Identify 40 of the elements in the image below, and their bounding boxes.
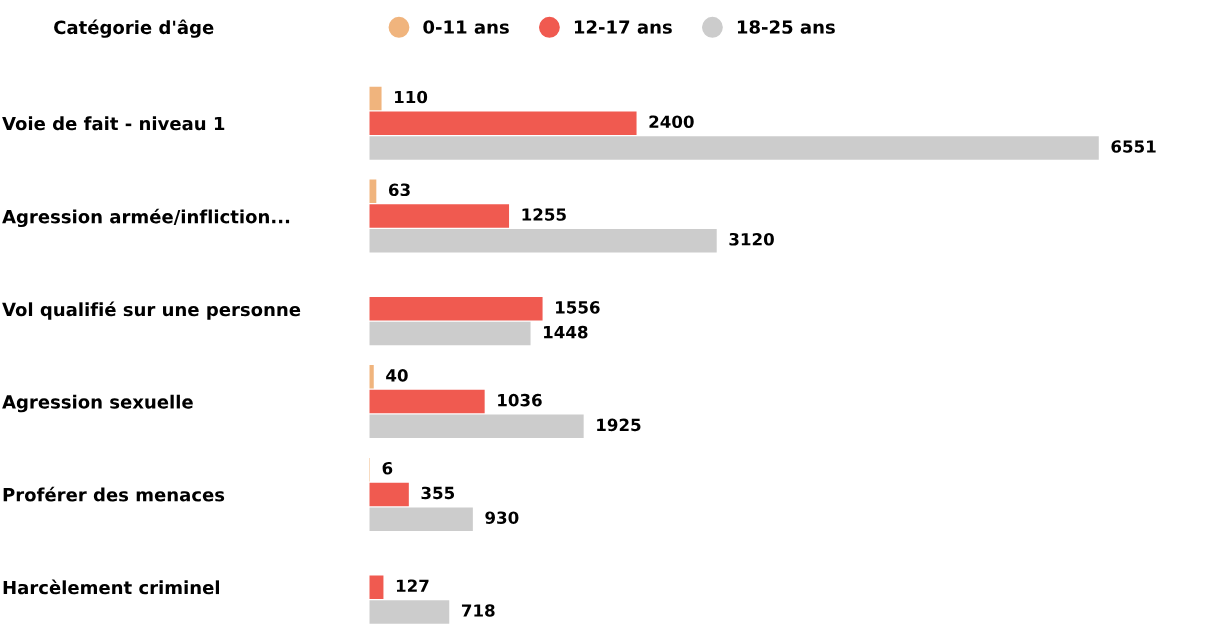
data-label: 930 <box>485 511 519 524</box>
data-label: 6551 <box>1111 140 1156 153</box>
data-label: 40 <box>386 369 408 382</box>
data-label: 127 <box>396 579 429 592</box>
bar <box>369 600 450 624</box>
bar <box>369 111 637 135</box>
bar <box>369 136 1099 160</box>
legend-label: 18-25 ans <box>737 20 835 34</box>
bar <box>369 389 485 414</box>
data-label: 3120 <box>729 232 774 246</box>
bar <box>369 86 382 111</box>
y-tick-label: Voie de fait - niveau 1 <box>2 116 225 131</box>
data-label: 1036 <box>498 393 542 407</box>
y-tick-label: Proférer des menaces <box>3 486 225 502</box>
bar <box>369 297 543 321</box>
data-label: 2400 <box>649 115 694 129</box>
data-label: 6 <box>382 461 393 475</box>
data-label: 1556 <box>556 301 600 314</box>
data-label: 355 <box>421 486 455 500</box>
bar <box>369 228 717 253</box>
bar <box>369 365 374 389</box>
data-label: 110 <box>395 90 428 104</box>
bar <box>369 482 409 507</box>
data-label: 1925 <box>597 418 641 432</box>
data-label: 718 <box>461 604 495 617</box>
bar <box>369 507 473 531</box>
y-tick-label: Vol qualifié sur une personne <box>2 301 301 320</box>
y-tick-label: Agression armée/infliction... <box>2 208 290 228</box>
y-tick-label: Agression sexuelle <box>2 394 193 413</box>
data-label: 1255 <box>522 208 566 221</box>
bar <box>369 575 384 599</box>
bar <box>369 204 510 228</box>
legend-label: 12-17 ans <box>574 20 672 34</box>
y-tick-label: Harcèlement criminel <box>3 579 220 595</box>
legend-title: Catégorie d'âge <box>54 19 214 38</box>
data-label: 1448 <box>544 325 588 339</box>
bar <box>369 321 531 346</box>
legend-label: 0-11 ans <box>423 20 509 34</box>
bar <box>369 414 584 439</box>
data-label: 63 <box>388 183 410 197</box>
